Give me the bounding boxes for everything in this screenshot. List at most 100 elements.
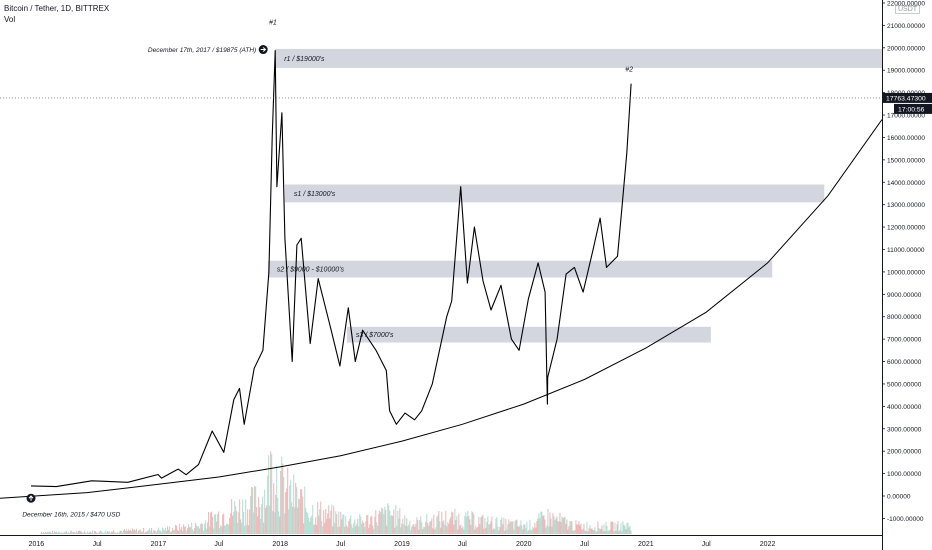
volume-bar (529, 519, 531, 534)
volume-bar (307, 513, 309, 534)
volume-bar (599, 529, 601, 534)
volume-bar (254, 486, 256, 534)
volume-bar (455, 519, 457, 534)
volume-bar (68, 532, 70, 534)
volume-bar (141, 531, 143, 534)
volume-bar (375, 510, 377, 534)
volume-bar (87, 531, 89, 534)
y-tick-label: 6000.00000 (887, 359, 922, 366)
volume-bar (280, 470, 282, 534)
volume-bar (110, 533, 112, 534)
volume-bar (478, 516, 480, 534)
volume-bar (64, 532, 66, 534)
volume-bar (120, 530, 122, 534)
price-series-line[interactable] (30, 50, 632, 488)
volume-bar (601, 525, 603, 534)
volume-bar (593, 530, 595, 534)
volume-bar (373, 528, 375, 534)
currency-button[interactable]: USDT (895, 5, 921, 14)
volume-bar (207, 522, 209, 534)
volume-bar (565, 523, 567, 534)
volume-bar (275, 494, 277, 534)
volume-bar (95, 531, 97, 534)
volume-bar (147, 531, 149, 534)
volume-bar (358, 526, 360, 534)
volume-bar (534, 522, 536, 534)
volume-bar (155, 530, 157, 534)
volume-bar (53, 533, 55, 534)
volume-bar (568, 526, 570, 534)
volume-bar (437, 515, 439, 534)
volume-bar (598, 527, 600, 534)
volume-bar (256, 507, 258, 534)
volume-bar (462, 526, 464, 534)
volume-bar (247, 509, 249, 534)
volume-bar (76, 531, 78, 534)
volume-bar (181, 527, 183, 534)
volume-bar (574, 530, 576, 534)
volume-bar (499, 527, 501, 534)
volume-bar (240, 519, 242, 534)
volume-bar (221, 526, 223, 534)
volume-bar (191, 522, 193, 534)
volume-bar (88, 533, 90, 534)
volume-bar (242, 499, 244, 534)
volume-bar (61, 532, 63, 534)
volume-bar (520, 520, 522, 534)
volume-bar (496, 516, 498, 534)
volume-bar (336, 514, 338, 534)
volume-bar (219, 528, 221, 534)
volume-bar (413, 524, 415, 534)
volume-bar (466, 516, 468, 534)
volume-bar (268, 455, 270, 534)
volume-bar (154, 530, 156, 534)
volume-bar (447, 521, 449, 534)
volume-bar (576, 524, 578, 534)
volume-bar (206, 528, 208, 534)
volume-bar (72, 532, 74, 534)
volume-bar (300, 489, 302, 534)
volume-bar (86, 533, 88, 534)
volume-bar (195, 522, 197, 534)
volume-bar (628, 527, 630, 534)
volume-bar (495, 518, 497, 534)
volume-bar (151, 528, 153, 534)
volume-bar (443, 519, 445, 534)
volume-bar (452, 512, 454, 534)
volume-bar (558, 521, 560, 534)
volume-bar (425, 521, 427, 534)
volume-bar (386, 525, 388, 534)
volume-bar (533, 528, 535, 534)
volume-bar (133, 529, 135, 534)
volume-bar (489, 523, 491, 534)
volume-bar (526, 521, 528, 534)
volume-bar (183, 524, 185, 534)
volume-bar (262, 496, 264, 534)
volume-bar (547, 508, 549, 534)
volume-bar (74, 532, 76, 534)
volume-bar (308, 517, 310, 534)
volume-bar (371, 515, 373, 534)
volume-bar (493, 528, 495, 534)
volume-bar (271, 454, 273, 534)
volume-bar (483, 528, 485, 534)
volume-bar (377, 525, 379, 534)
volume-bar (366, 515, 368, 534)
volume-bar (451, 511, 453, 534)
volume-bar (519, 525, 521, 534)
volume-bar (117, 532, 119, 534)
volume-bar (253, 512, 255, 534)
volume-bar (51, 532, 53, 534)
volume-bar (346, 525, 348, 534)
volume-bar (573, 530, 575, 534)
volume-bar (540, 511, 542, 534)
volume-bar (602, 530, 604, 534)
volume-bar (594, 527, 596, 534)
volume-bar (177, 529, 179, 534)
volume-bar (536, 520, 538, 534)
volume-bar (522, 529, 524, 534)
volume-bar (541, 511, 543, 534)
x-tick-label: 2016 (29, 541, 45, 548)
volume-bar (338, 511, 340, 534)
